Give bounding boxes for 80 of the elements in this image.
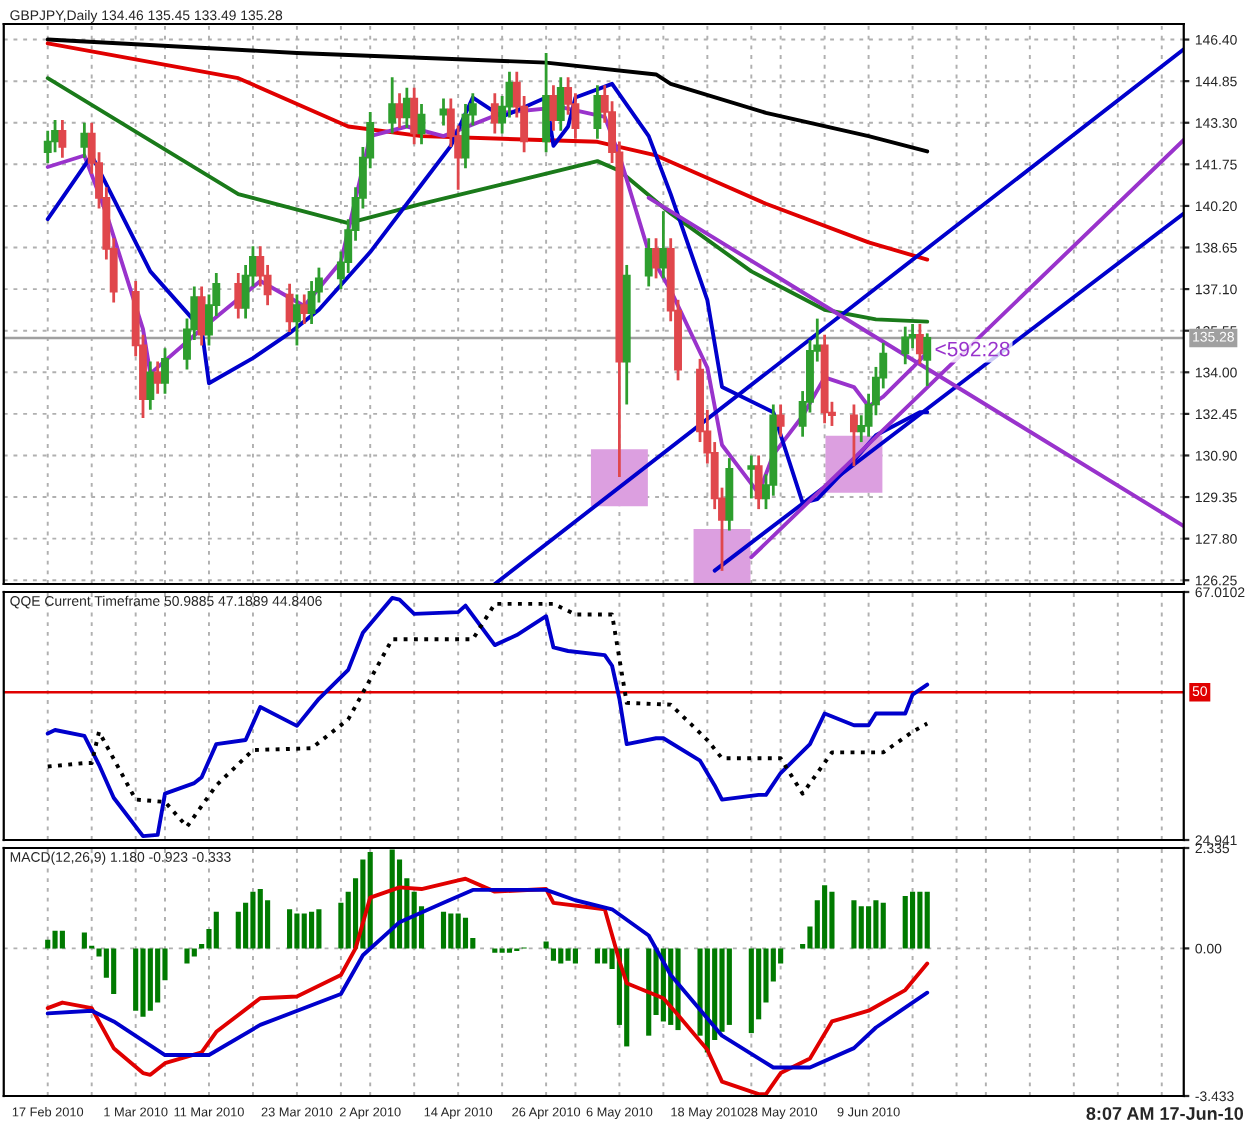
candlestick <box>292 293 301 347</box>
candlestick <box>754 454 763 511</box>
candlestick <box>388 75 397 135</box>
bar <box>866 906 872 949</box>
bar <box>924 891 930 949</box>
candlestick <box>490 91 499 135</box>
bar <box>558 948 564 964</box>
line-series <box>45 887 930 1070</box>
candlestick <box>58 118 67 160</box>
bar <box>455 913 461 949</box>
bar <box>851 900 857 949</box>
bar <box>287 909 293 949</box>
bar <box>440 911 447 949</box>
bar <box>572 948 578 964</box>
bar <box>646 948 652 1036</box>
candlestick <box>542 51 551 154</box>
bar <box>81 932 87 949</box>
candlestick <box>556 75 565 133</box>
candlestick <box>197 285 206 347</box>
candlestick <box>747 454 756 500</box>
annotation: <592:28 <box>935 341 1010 357</box>
bar <box>829 891 835 949</box>
bar <box>155 948 161 1003</box>
line-series <box>45 76 930 324</box>
line-series <box>45 37 930 154</box>
bar <box>902 895 908 949</box>
candlestick <box>146 360 155 412</box>
candlestick <box>915 322 924 366</box>
bar <box>880 902 886 949</box>
candlestick <box>161 346 169 396</box>
bar <box>748 948 754 1034</box>
candlestick <box>849 403 858 468</box>
bar <box>594 948 600 964</box>
bar <box>565 948 571 961</box>
bar <box>301 913 307 949</box>
candlestick <box>410 86 419 146</box>
bar <box>910 891 916 949</box>
bar <box>858 906 864 949</box>
bar <box>917 891 923 949</box>
candlestick <box>593 83 602 141</box>
candlestick <box>153 360 162 396</box>
bar <box>52 930 58 949</box>
candlestick <box>439 97 448 127</box>
candlestick <box>300 293 309 326</box>
bar <box>111 948 117 994</box>
bar <box>191 948 197 957</box>
bar <box>602 948 608 964</box>
line-series <box>45 41 930 262</box>
bar <box>45 939 51 949</box>
bar <box>822 885 828 949</box>
bar <box>550 948 556 961</box>
text: 8:07 AM 17-Jun-10 <box>1086 1107 1244 1120</box>
bar <box>316 909 322 949</box>
bar <box>462 917 469 949</box>
bar <box>184 948 190 964</box>
bar <box>235 911 241 949</box>
bar <box>147 948 153 1011</box>
bar <box>719 948 725 1032</box>
line-series <box>45 876 930 1096</box>
bar <box>309 911 315 949</box>
candlestick <box>901 325 910 366</box>
candlestick <box>659 209 668 280</box>
candlestick <box>395 91 404 130</box>
candlestick <box>234 271 243 321</box>
bar <box>133 948 139 1011</box>
bar <box>59 930 65 949</box>
candlestick <box>644 236 653 288</box>
candlestick <box>80 121 89 160</box>
bar <box>873 900 879 949</box>
candlestick <box>285 282 294 334</box>
bar <box>250 891 256 949</box>
bar <box>448 913 454 949</box>
bar <box>140 948 146 1017</box>
bar <box>294 913 300 949</box>
candlestick <box>776 403 785 439</box>
candlestick <box>923 331 932 388</box>
bar <box>726 948 732 1025</box>
candlestick <box>549 83 558 133</box>
bar <box>257 889 263 949</box>
bar <box>213 911 219 949</box>
